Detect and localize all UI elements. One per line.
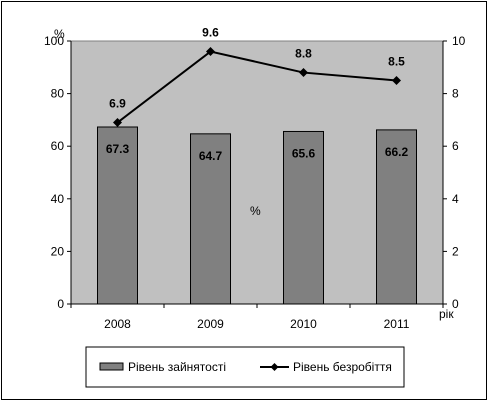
chart: 67.3 64.7 65.6 66.2 6.99.68.88.5 0204060801… <box>44 26 466 388</box>
chart-frame: 67.3 64.7 65.6 66.2 6.9 9.6 8.8 8.5 0 20 40 60 80 1… <box>1 1 487 400</box>
legend-box <box>85 346 405 388</box>
line-label-2008: 6.9 <box>109 97 126 111</box>
right-tick-label-2: 2 <box>452 244 459 258</box>
left-tick-label-60: 60 <box>51 139 65 153</box>
line-label-2009: 9.6 <box>202 26 219 40</box>
right-tick-label-8: 8 <box>452 87 459 101</box>
bar-label-2011: 66.2 <box>385 145 409 159</box>
center-annotation: % <box>250 204 261 218</box>
line-label-2011: 8.5 <box>388 54 405 68</box>
bar-label-2009: 64.7 <box>199 149 223 163</box>
x-tick-label-2008: 2008 <box>104 317 131 331</box>
unemployment-line <box>116 50 397 124</box>
right-tick-label-10: 10 <box>452 34 466 48</box>
line-point-2009 <box>206 47 215 57</box>
legend-diamond-marker <box>270 363 279 371</box>
legend-label-employment: Рівень зайнятості <box>128 360 226 374</box>
bar-2008 <box>97 126 138 305</box>
line-point-2011 <box>392 75 401 85</box>
left-tick-label-20: 20 <box>51 244 65 258</box>
line-label-2010: 8.8 <box>295 47 312 61</box>
bar-2009 <box>190 133 231 305</box>
x-tick-label-2011: 2011 <box>384 317 410 331</box>
right-tick-label-6: 6 <box>452 139 459 153</box>
x-tick-label-2010: 2010 <box>290 317 317 331</box>
bar-label-2010: 65.6 <box>292 146 316 160</box>
line-data-labels: 6.9 9.6 8.8 8.5 <box>109 26 405 111</box>
right-tick-label-0: 0 <box>452 297 459 311</box>
axes: 0 20 40 60 80 100 0 2 4 6 8 10 2008 2009 2010 2011 <box>44 34 466 331</box>
line-point-2008 <box>113 118 122 128</box>
bar-2010 <box>283 130 324 305</box>
x-axis-label: рік <box>439 307 454 321</box>
bar-series <box>97 126 417 305</box>
left-tick-label-0: 0 <box>57 297 64 311</box>
line-series <box>113 47 401 128</box>
legend: Рівень зайнятості Рівень безробіття <box>85 346 405 388</box>
left-tick-label-100: 100 <box>44 34 64 48</box>
bar-label-2008: 67.3 <box>106 142 130 156</box>
left-tick-label-80: 80 <box>51 87 65 101</box>
x-tick-label-2009: 2009 <box>197 317 224 331</box>
left-tick-label-40: 40 <box>51 192 65 206</box>
legend-swatch-bar <box>99 362 124 371</box>
left-axis-unit: % <box>54 27 65 41</box>
bar-data-labels: 67.3 64.7 65.6 66.2 <box>106 142 409 163</box>
legend-label-unemployment: Рівень безробіття <box>293 360 392 374</box>
line-point-2010 <box>299 68 308 78</box>
right-tick-label-4: 4 <box>452 192 459 206</box>
